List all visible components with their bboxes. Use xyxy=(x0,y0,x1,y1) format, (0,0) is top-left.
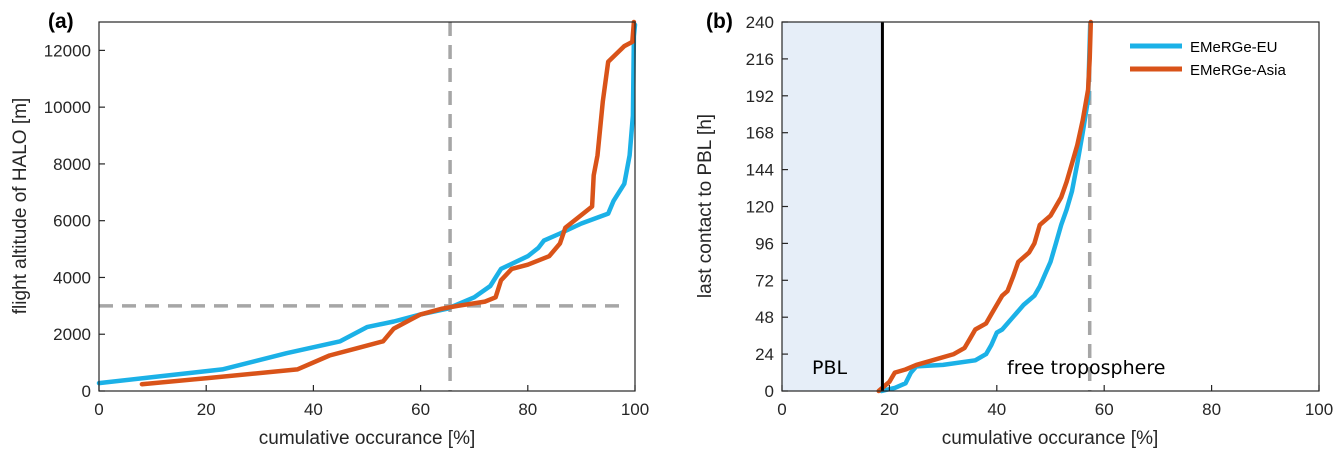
panel-b-y-tick-label: 120 xyxy=(746,198,774,217)
panel-b-y-tick-label: 24 xyxy=(755,345,774,364)
panel-a-y-tick-label: 0 xyxy=(82,382,91,401)
panel-b-line-emerge-eu xyxy=(879,22,1093,394)
panel-b-line-emerge-asia xyxy=(876,19,1094,394)
panel-a-y-tick-label: 4000 xyxy=(53,268,91,287)
panel-a-x-tick-label: 60 xyxy=(411,400,430,419)
panel-a-label: (a) xyxy=(48,10,74,33)
panel-a-line-emerge-eu xyxy=(96,22,638,386)
panel-a-series xyxy=(96,19,638,387)
panel-b-x-tick-label: 100 xyxy=(1305,400,1333,419)
panel-b-y-ticks: 0 24 48 72 96 120 144 168 192 216 240 xyxy=(746,13,788,401)
panel-b-y-tick-label: 0 xyxy=(765,382,774,401)
panel-b-y-tick-label: 168 xyxy=(746,124,774,143)
panel-a-x-tick-label: 20 xyxy=(197,400,216,419)
panel-a-y-axis-label: flight altitude of HALO [m] xyxy=(10,98,31,315)
panel-a-y-tick-label: 12000 xyxy=(44,41,91,60)
panel-b-y-tick-label: 216 xyxy=(746,50,774,69)
panel-b-label: (b) xyxy=(706,10,733,33)
panel-a-y-ticks: 0 2000 4000 6000 8000 10000 12000 xyxy=(44,41,105,401)
panel-a-y-tick-label: 6000 xyxy=(53,212,91,231)
panel-b-y-tick-label: 72 xyxy=(755,271,774,290)
legend: EMeRGe-EU EMeRGe-Asia xyxy=(1130,39,1287,79)
panel-a-y-tick-label: 8000 xyxy=(53,155,91,174)
panel-b-y-tick-label: 48 xyxy=(755,308,774,327)
panel-a-y-tick-label: 10000 xyxy=(44,98,91,117)
panel-b: (b) 0 20 40 60 80 100 0 24 48 72 96 120 144 168 192 21… xyxy=(695,10,1333,449)
panel-b-x-tick-label: 40 xyxy=(987,400,1006,419)
pbl-shaded-region xyxy=(782,22,883,391)
legend-label-emerge-asia: EMeRGe-Asia xyxy=(1190,62,1287,79)
panel-b-x-ticks: 0 20 40 60 80 100 xyxy=(777,385,1333,419)
panel-b-y-tick-label: 240 xyxy=(746,13,774,32)
panel-a-x-tick-label: 0 xyxy=(94,400,103,419)
free-troposphere-region-label: free troposphere xyxy=(1007,357,1165,379)
panel-a-x-tick-label: 80 xyxy=(518,400,537,419)
panel-a-reference-lines xyxy=(99,22,627,391)
panel-b-x-axis-label: cumulative occurance [%] xyxy=(942,428,1159,449)
panel-b-y-tick-label: 96 xyxy=(755,234,774,253)
panel-b-series xyxy=(876,19,1094,394)
panel-a-y-tick-label: 2000 xyxy=(53,325,91,344)
panel-b-y-tick-label: 144 xyxy=(746,161,774,180)
panel-b-x-tick-label: 80 xyxy=(1202,400,1221,419)
pbl-region-label: PBL xyxy=(812,357,847,379)
panel-a-line-emerge-asia xyxy=(139,19,637,387)
panel-a-axes-box xyxy=(98,21,636,392)
panel-b-y-tick-label: 192 xyxy=(746,87,774,106)
panel-a-x-ticks: 0 20 40 60 80 100 xyxy=(94,385,649,419)
panel-a-x-tick-label: 40 xyxy=(304,400,323,419)
panel-a-x-axis-label: cumulative occurance [%] xyxy=(259,428,476,449)
panel-b-x-tick-label: 60 xyxy=(1095,400,1114,419)
panel-a-x-tick-label: 100 xyxy=(621,400,649,419)
panel-a: (a) 0 20 40 60 80 100 0 2000 4000 6000 8000 10000 1… xyxy=(10,10,649,449)
legend-label-emerge-eu: EMeRGe-EU xyxy=(1190,39,1278,56)
panel-b-x-tick-label: 0 xyxy=(777,400,786,419)
panel-b-y-axis-label: last contact to PBL [h] xyxy=(695,114,716,298)
panel-b-x-tick-label: 20 xyxy=(880,400,899,419)
